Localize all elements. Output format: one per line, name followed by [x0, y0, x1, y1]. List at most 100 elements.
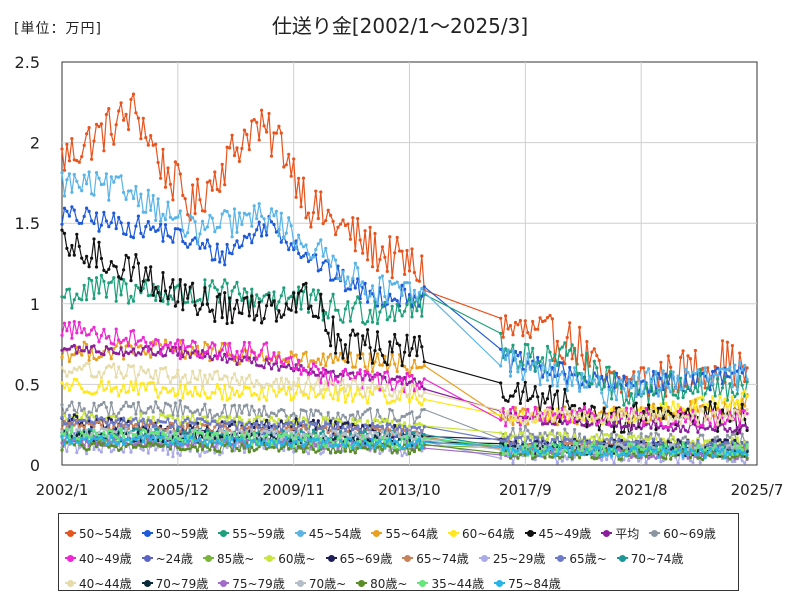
- data-point: [575, 417, 579, 421]
- data-point: [723, 397, 727, 401]
- data-point: [257, 397, 261, 401]
- data-point: [639, 432, 643, 436]
- data-point: [644, 382, 648, 386]
- data-point: [659, 402, 663, 406]
- data-point: [326, 316, 330, 320]
- data-point: [518, 423, 523, 427]
- data-point: [146, 406, 150, 411]
- data-point: [62, 168, 67, 172]
- data-point: [637, 390, 641, 394]
- data-point: [548, 313, 552, 318]
- data-point: [664, 372, 668, 376]
- data-point: [299, 242, 303, 246]
- data-point: [536, 365, 540, 369]
- data-point: [597, 358, 601, 363]
- data-point: [555, 389, 560, 393]
- data-point: [735, 436, 739, 440]
- data-point: [75, 421, 79, 425]
- data-point: [570, 409, 574, 413]
- data-point: [161, 299, 165, 303]
- data-point: [624, 394, 629, 399]
- data-point: [265, 355, 269, 359]
- data-point: [346, 421, 350, 425]
- data-point: [691, 399, 695, 403]
- data-point: [122, 268, 126, 272]
- data-point: [235, 298, 239, 302]
- data-point: [649, 418, 653, 422]
- data-point: [541, 422, 545, 426]
- data-point: [228, 251, 232, 255]
- data-point: [516, 381, 520, 386]
- data-point: [72, 343, 76, 348]
- data-point: [144, 225, 148, 229]
- data-point: [679, 412, 683, 416]
- data-point: [124, 344, 128, 348]
- data-point: [351, 306, 355, 310]
- data-point: [619, 414, 624, 418]
- data-point: [176, 215, 180, 219]
- data-point: [94, 414, 99, 418]
- data-point: [301, 290, 306, 294]
- data-point: [580, 439, 584, 443]
- data-point: [666, 385, 670, 390]
- data-point: [218, 353, 222, 357]
- data-point: [230, 321, 234, 325]
- data-point: [504, 424, 508, 428]
- data-point: [168, 182, 172, 186]
- data-point: [600, 458, 604, 462]
- data-point: [186, 351, 190, 355]
- data-point: [595, 433, 599, 437]
- data-point: [716, 429, 720, 433]
- data-point: [508, 350, 513, 354]
- data-point: [602, 421, 606, 425]
- data-point: [698, 423, 702, 427]
- data-point: [348, 319, 352, 323]
- data-point: [511, 422, 515, 427]
- data-point: [740, 383, 744, 387]
- data-point: [351, 216, 355, 220]
- data-point: [508, 374, 513, 378]
- data-point: [232, 285, 237, 289]
- data-point: [237, 394, 241, 399]
- data-point: [65, 382, 69, 386]
- data-point: [149, 341, 153, 345]
- data-point: [499, 381, 503, 385]
- data-point: [252, 356, 256, 360]
- data-point: [590, 404, 594, 408]
- data-point: [555, 436, 560, 440]
- data-point: [191, 183, 195, 187]
- data-point: [592, 419, 596, 424]
- data-point: [141, 369, 145, 373]
- data-point: [193, 220, 197, 224]
- data-point: [575, 422, 579, 426]
- data-point: [390, 387, 394, 392]
- data-point: [573, 427, 577, 432]
- data-point: [255, 378, 259, 383]
- data-point: [304, 281, 308, 285]
- data-point: [420, 345, 424, 349]
- data-point: [139, 289, 143, 293]
- data-point: [720, 367, 725, 371]
- data-point: [240, 298, 244, 303]
- data-point: [580, 353, 584, 357]
- data-point: [336, 225, 340, 229]
- data-point: [168, 285, 172, 289]
- data-point: [536, 395, 540, 399]
- data-point: [252, 318, 256, 322]
- data-point: [107, 349, 111, 353]
- data-point: [526, 435, 530, 439]
- data-point: [656, 406, 661, 410]
- data-point: [247, 413, 251, 417]
- data-point: [745, 407, 749, 411]
- data-point: [163, 223, 168, 227]
- data-point: [77, 350, 81, 354]
- data-point: [693, 348, 698, 353]
- data-point: [691, 391, 695, 395]
- data-point: [361, 251, 365, 255]
- data-point: [319, 381, 323, 385]
- data-point: [528, 367, 532, 371]
- data-point: [612, 430, 616, 434]
- data-point: [139, 365, 143, 369]
- data-point: [154, 298, 158, 302]
- data-point: [693, 407, 698, 411]
